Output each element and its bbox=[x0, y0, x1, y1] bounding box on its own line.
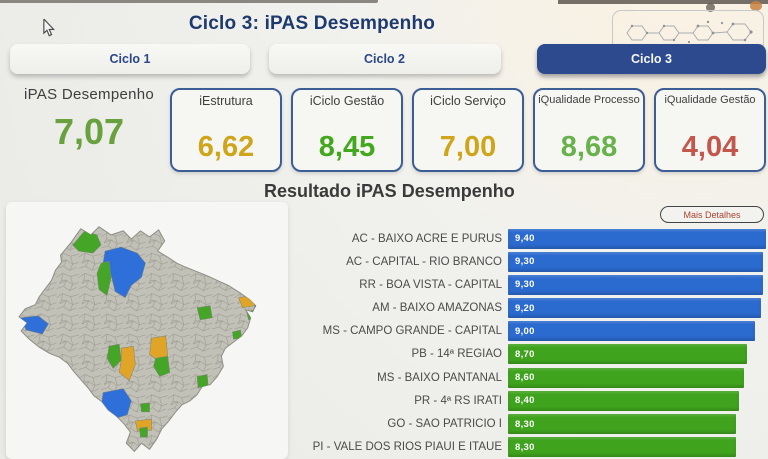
chart-bar[interactable]: 8,30 bbox=[508, 437, 736, 458]
map-region-green bbox=[106, 343, 122, 369]
chart-bar-area: 8,30 bbox=[508, 414, 766, 434]
chart-bar-area: 9,40 bbox=[508, 228, 766, 249]
chart-bar-value: 9,20 bbox=[515, 302, 535, 314]
chart-bar-value: 8,70 bbox=[515, 348, 535, 360]
chart-row-label: RR - BOA VISTA - CAPITAL bbox=[359, 278, 502, 291]
brazil-map[interactable] bbox=[12, 210, 280, 454]
chart-bar-area: 8,40 bbox=[508, 390, 766, 411]
kpi-label: iPAS Desempenho bbox=[23, 86, 155, 103]
chart-row: AM - BAIXO AMAZONAS 9,20 bbox=[286, 297, 766, 320]
kpi-card-iqualidade-processo: iQualidade Processo 8,68 bbox=[533, 88, 645, 172]
kpi-cards-row: iEstrutura 6,62 iCiclo Gestão 8,45 iCiclo Se… bbox=[170, 88, 766, 172]
kpi-value: 6,62 bbox=[197, 131, 255, 163]
resultado-bar-chart: AC - BAIXO ACRE E PURUS 9,40 AC - CAPITAL … bbox=[286, 227, 766, 459]
chart-bar[interactable]: 9,30 bbox=[508, 251, 764, 272]
chart-bar-value: 8,30 bbox=[515, 441, 535, 453]
chart-bar-area: 9,00 bbox=[508, 321, 766, 342]
chart-row-label: AC - CAPITAL - RIO BRANCO bbox=[346, 255, 502, 268]
chart-bar-value: 8,40 bbox=[515, 395, 535, 407]
kpi-label: iQualidade Processo bbox=[538, 94, 640, 106]
hexagon-pattern-icon bbox=[626, 20, 753, 44]
chart-row-label: MS - CAMPO GRANDE - CAPITAL bbox=[322, 325, 502, 338]
brazil-map-panel bbox=[6, 202, 288, 459]
page-title: Ciclo 3: iPAS Desempenho bbox=[188, 13, 436, 34]
kpi-card-iqualidade-gestão: iQualidade Gestão 4,04 bbox=[654, 88, 766, 172]
chart-bar-value: 8,30 bbox=[515, 418, 535, 430]
chart-row: MS - CAMPO GRANDE - CAPITAL 9,00 bbox=[286, 320, 766, 343]
kpi-label: iCiclo Gestão bbox=[309, 94, 385, 108]
chart-bar[interactable]: 8,40 bbox=[508, 390, 739, 411]
chart-row: GO - SÃO PATRÍCIO I 8,30 bbox=[286, 413, 766, 436]
kpi-value: 4,04 bbox=[681, 131, 739, 163]
chart-row: PR - 4ª RS IRATI 8,40 bbox=[286, 389, 766, 412]
chart-bar[interactable]: 8,70 bbox=[508, 344, 747, 365]
chart-bar-area: 8,60 bbox=[508, 367, 766, 388]
kpi-value: 8,45 bbox=[318, 131, 376, 163]
tab-ciclo-1[interactable]: Ciclo 1 bbox=[10, 44, 250, 74]
chart-row-label: MS - BAIXO PANTANAL bbox=[377, 371, 502, 384]
kpi-card-iciclo-serviço: iCiclo Serviço 7,00 bbox=[412, 88, 524, 172]
kpi-value: 7,00 bbox=[439, 131, 497, 163]
chart-bar-area: 9,30 bbox=[508, 274, 766, 295]
screen-edge-artifact bbox=[558, 0, 768, 4]
chart-bar[interactable]: 8,30 bbox=[508, 414, 736, 434]
chart-bar[interactable]: 8,60 bbox=[508, 367, 745, 388]
chart-row: RR - BOA VISTA - CAPITAL 9,30 bbox=[286, 273, 766, 296]
chart-bar[interactable]: 9,40 bbox=[508, 228, 766, 249]
chart-row-label: PR - 4ª RS IRATI bbox=[414, 394, 502, 407]
mouse-cursor-icon bbox=[42, 17, 56, 42]
chart-bar[interactable]: 9,20 bbox=[508, 298, 761, 319]
chart-row: PB - 14ª REGIÃO 8,70 bbox=[286, 343, 766, 366]
chart-bar-area: 9,20 bbox=[508, 298, 766, 319]
map-region-green bbox=[140, 402, 150, 413]
tab-ciclo-2[interactable]: Ciclo 2 bbox=[268, 44, 501, 74]
mais-detalhes-button[interactable]: Mais Detalhes bbox=[660, 206, 764, 223]
chart-bar[interactable]: 9,00 bbox=[508, 321, 755, 342]
kpi-card-iestrutura: iEstrutura 6,62 bbox=[170, 88, 282, 172]
chart-title: Resultado iPAS Desempenho bbox=[264, 181, 515, 201]
kpi-value: 8,68 bbox=[560, 131, 618, 163]
chart-bar-value: 9,40 bbox=[515, 233, 535, 244]
chart-bar-area: 9,30 bbox=[508, 251, 766, 272]
chart-bar-value: 8,60 bbox=[515, 372, 535, 384]
map-region-green bbox=[246, 309, 256, 321]
chart-row: AC - CAPITAL - RIO BRANCO 9,30 bbox=[286, 250, 766, 273]
chart-bar-area: 8,30 bbox=[508, 437, 766, 458]
kpi-label: iQualidade Gestão bbox=[664, 94, 756, 106]
chart-bar-value: 9,00 bbox=[515, 325, 535, 337]
screen-edge-artifact bbox=[0, 0, 378, 3]
map-region-green bbox=[196, 305, 213, 321]
chart-bar-area: 8,70 bbox=[508, 344, 766, 365]
chart-row-label: PI - VALE DOS RIOS PIAUÍ E ITAUE bbox=[312, 441, 502, 454]
chart-row-label: PB - 14ª REGIÃO bbox=[411, 348, 502, 361]
chart-bar[interactable]: 9,30 bbox=[508, 274, 764, 295]
map-region-green bbox=[153, 355, 171, 377]
map-region-green bbox=[96, 260, 112, 297]
chart-bar-value: 9,30 bbox=[515, 279, 535, 291]
chart-row: MS - BAIXO PANTANAL 8,60 bbox=[286, 366, 766, 389]
chart-bar-value: 9,30 bbox=[515, 256, 535, 268]
kpi-card-iciclo-gestão: iCiclo Gestão 8,45 bbox=[291, 88, 403, 172]
chart-row: AC - BAIXO ACRE E PURUS 9,40 bbox=[286, 227, 766, 250]
camera-dot-artifact bbox=[706, 3, 715, 12]
map-region-green bbox=[139, 426, 148, 438]
kpi-value: 7,07 bbox=[53, 111, 125, 152]
map-region-yellow bbox=[206, 408, 217, 419]
map-region-yellow bbox=[212, 383, 223, 394]
chart-row-label: AM - BAIXO AMAZONAS bbox=[372, 302, 502, 315]
kpi-ipas-desempenho: iPAS Desempenho 7,07 bbox=[14, 86, 164, 153]
camera-dot-artifact bbox=[750, 1, 762, 11]
map-region-yellow bbox=[118, 345, 136, 381]
kpi-label: iEstrutura bbox=[199, 94, 253, 108]
chart-row-label: AC - BAIXO ACRE E PURUS bbox=[351, 232, 502, 245]
tab-ciclo-3[interactable]: Ciclo 3 bbox=[537, 44, 766, 74]
kpi-label: iCiclo Serviço bbox=[430, 94, 506, 108]
cycle-tabs: Ciclo 1 Ciclo 2 Ciclo 3 bbox=[10, 44, 766, 76]
chart-row-label: GO - SÃO PATRÍCIO I bbox=[387, 418, 502, 430]
map-region-blue bbox=[19, 315, 49, 335]
chart-row: PI - VALE DOS RIOS PIAUÍ E ITAUE 8,30 bbox=[286, 436, 766, 459]
